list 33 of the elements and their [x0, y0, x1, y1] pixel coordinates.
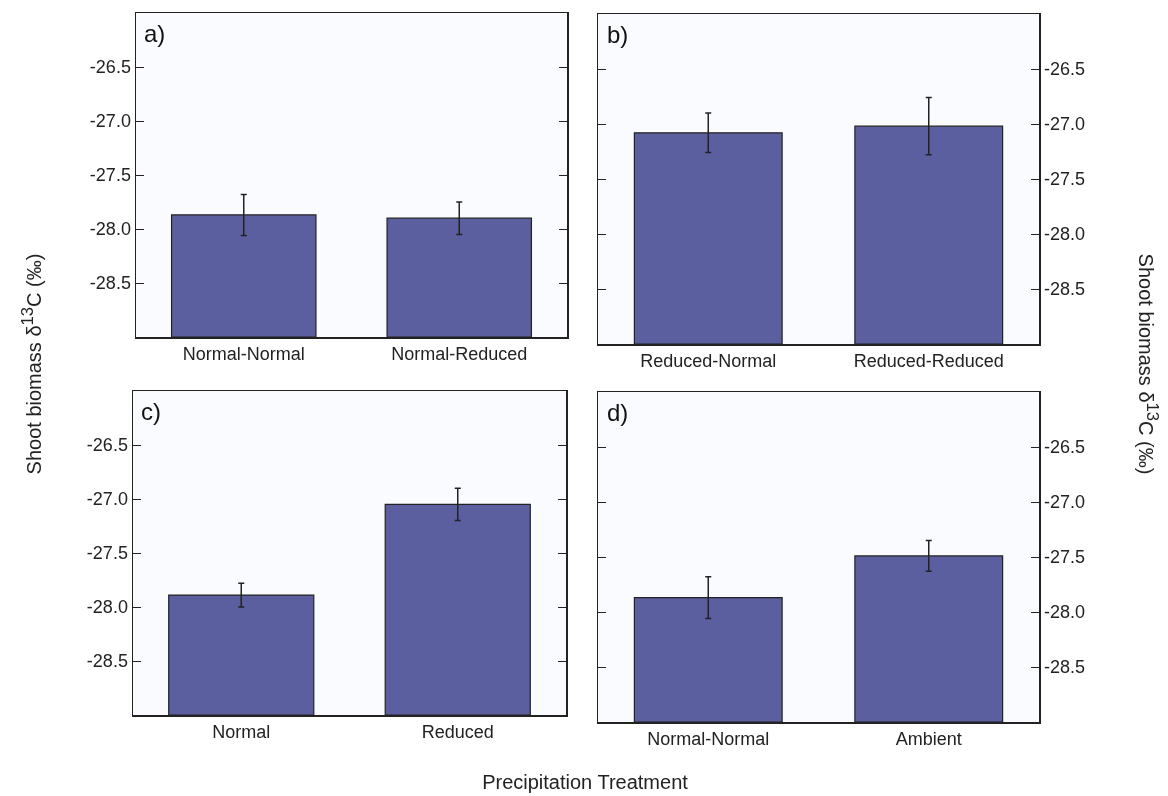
y-tick-label: -27.5 [89, 165, 131, 186]
y-tick-label: -28.5 [86, 651, 128, 672]
chart-title: d) [607, 399, 629, 426]
chart-title: b) [607, 21, 629, 48]
y-tick-label: -26.5 [1044, 59, 1086, 80]
y-tick-label: -27.5 [1044, 169, 1086, 190]
y-tick-label: -26.5 [89, 57, 131, 78]
y-tick-label: -27.5 [86, 543, 128, 564]
x-tick-label: Normal [212, 722, 271, 743]
y-tick-label: -28.5 [1044, 657, 1086, 678]
chart-title: c) [141, 398, 161, 425]
y-tick-label: -28.0 [1044, 224, 1086, 245]
y-tick-label: -27.0 [1044, 114, 1086, 135]
y-tick-label: -28.5 [1044, 279, 1086, 300]
y-tick-label: -28.0 [1044, 602, 1086, 623]
x-tick-label: Reduced-Reduced [853, 351, 1004, 372]
y-tick-label: -27.5 [1044, 547, 1086, 568]
x-axis-title: Precipitation Treatment [482, 770, 688, 794]
y-tick-label: -28.5 [89, 273, 131, 294]
x-tick-label: Reduced [421, 722, 494, 743]
x-tick-label: Normal-Reduced [391, 344, 528, 365]
y-tick-label: -27.0 [1044, 492, 1086, 513]
y-tick-label: -27.0 [89, 111, 131, 132]
x-tick-label: Normal-Normal [182, 344, 305, 365]
y-tick-label: -28.0 [89, 219, 131, 240]
x-tick-label: Normal-Normal [647, 729, 770, 750]
x-tick-label: Reduced-Normal [640, 351, 777, 372]
chart-title: a) [144, 20, 166, 47]
y-tick-label: -26.5 [86, 435, 128, 456]
x-tick-label: Ambient [895, 729, 962, 750]
y-tick-label: -27.0 [86, 489, 128, 510]
y-tick-label: -28.0 [86, 597, 128, 618]
y-tick-label: -26.5 [1044, 437, 1086, 458]
